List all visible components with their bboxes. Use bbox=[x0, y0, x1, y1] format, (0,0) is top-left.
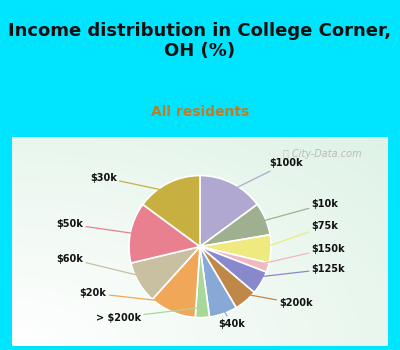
Text: > $200k: > $200k bbox=[96, 307, 202, 323]
Wedge shape bbox=[195, 246, 210, 318]
Text: $30k: $30k bbox=[90, 173, 172, 192]
Wedge shape bbox=[200, 235, 271, 263]
Wedge shape bbox=[200, 176, 257, 246]
Wedge shape bbox=[129, 204, 200, 263]
Text: $150k: $150k bbox=[258, 244, 345, 265]
Wedge shape bbox=[200, 246, 269, 272]
Text: ⓘ City-Data.com: ⓘ City-Data.com bbox=[283, 149, 361, 159]
Wedge shape bbox=[200, 246, 254, 308]
Text: $40k: $40k bbox=[218, 304, 245, 329]
Wedge shape bbox=[152, 246, 200, 317]
Text: Income distribution in College Corner,
OH (%): Income distribution in College Corner, O… bbox=[8, 22, 392, 60]
Text: $125k: $125k bbox=[252, 264, 345, 278]
Text: $200k: $200k bbox=[239, 293, 313, 308]
Wedge shape bbox=[200, 204, 270, 246]
Wedge shape bbox=[200, 246, 266, 293]
Wedge shape bbox=[200, 246, 236, 317]
Text: $60k: $60k bbox=[56, 254, 148, 278]
Text: $20k: $20k bbox=[80, 288, 176, 303]
Text: All residents: All residents bbox=[151, 105, 249, 119]
Text: $50k: $50k bbox=[56, 219, 140, 234]
Wedge shape bbox=[131, 246, 200, 299]
Text: $10k: $10k bbox=[256, 199, 338, 223]
Wedge shape bbox=[143, 176, 200, 246]
Text: $100k: $100k bbox=[228, 158, 303, 192]
Text: $75k: $75k bbox=[261, 221, 338, 248]
